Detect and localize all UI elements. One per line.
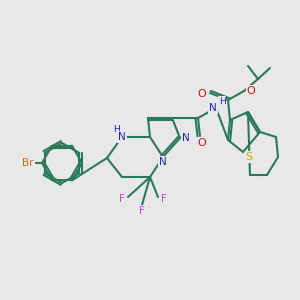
Text: N: N <box>182 133 190 143</box>
Text: H: H <box>219 97 225 106</box>
Text: F: F <box>119 194 125 204</box>
Text: F: F <box>139 206 145 216</box>
Text: Br: Br <box>22 158 34 168</box>
Text: S: S <box>245 152 253 162</box>
Text: N: N <box>118 132 126 142</box>
Text: N: N <box>159 157 167 167</box>
Text: O: O <box>198 138 206 148</box>
Text: H: H <box>114 124 120 134</box>
Text: N: N <box>209 103 217 113</box>
Text: F: F <box>161 194 167 204</box>
Text: O: O <box>198 89 206 99</box>
Text: O: O <box>247 86 255 96</box>
